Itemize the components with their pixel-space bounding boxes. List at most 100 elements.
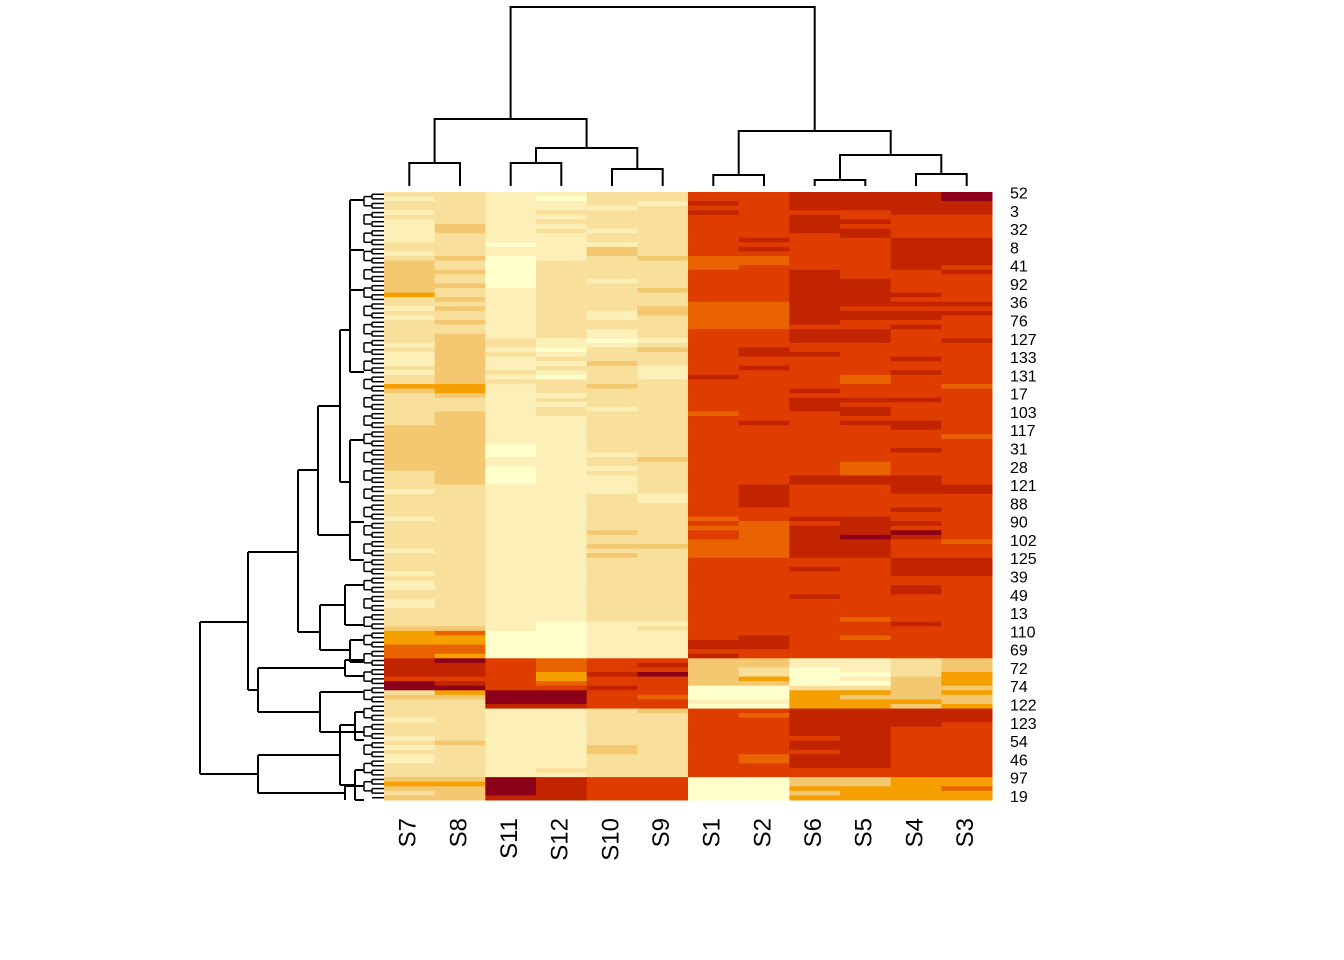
cell [890,726,942,732]
cell [536,740,588,746]
cell [789,658,841,664]
cell [890,557,942,563]
cell [536,205,588,211]
cell [384,384,436,390]
cell [384,201,436,207]
cell [890,425,942,431]
cell [688,708,740,714]
cell [738,333,790,339]
cell [890,502,942,508]
cell [840,594,892,600]
cell [890,516,942,522]
cell [890,356,942,362]
column-label: S6 [800,818,827,847]
cell [738,402,790,408]
cell [688,502,740,508]
cell [384,461,436,467]
cell [637,644,689,650]
cell [890,662,942,668]
cell [637,480,689,486]
cell [738,356,790,362]
cell [688,722,740,728]
cell [586,498,638,504]
cell [434,749,486,755]
cell [688,571,740,577]
cell [890,192,942,198]
cell [738,521,790,527]
cell [637,361,689,367]
cell [434,571,486,577]
cell [738,338,790,344]
cell [485,292,537,298]
cell [434,512,486,518]
cell [789,210,841,216]
cell [434,576,486,582]
row-label: 125 [1010,551,1037,568]
cell [890,448,942,454]
cell [536,402,588,408]
cell [840,557,892,563]
cell [485,534,537,540]
cell [384,612,436,618]
cell [536,370,588,376]
cell [738,745,790,751]
cell [840,754,892,760]
cell [586,694,638,700]
cell [536,713,588,719]
cell [485,205,537,211]
cell [789,411,841,417]
cell [688,621,740,627]
cell [688,393,740,399]
cell [384,580,436,586]
cell [840,736,892,742]
cell [384,544,436,550]
cell [789,224,841,230]
cell [434,269,486,275]
cell [384,548,436,554]
cell [789,562,841,568]
cell [384,438,436,444]
cell [738,795,790,801]
cell [434,406,486,412]
cell [789,333,841,339]
cell [941,681,993,687]
cell [384,356,436,362]
cell [637,681,689,687]
cell [738,667,790,673]
cell [637,466,689,472]
cell [384,539,436,545]
cell [536,324,588,330]
cell [890,475,942,481]
cell [434,539,486,545]
cell [637,224,689,230]
cell [586,237,638,243]
cell [384,562,436,568]
cell [941,548,993,554]
cell [384,566,436,572]
row-label: 92 [1010,277,1028,294]
cell [688,576,740,582]
cell [384,443,436,449]
cell [485,288,537,294]
cell [485,585,537,591]
cell [688,630,740,636]
cell [384,653,436,659]
cell [485,612,537,618]
cell [586,672,638,678]
cell [586,749,638,755]
cell [434,530,486,536]
cell [485,420,537,426]
cell [941,525,993,531]
cell [941,310,993,316]
cell [789,448,841,454]
row-label: 76 [1010,314,1028,331]
cell [434,333,486,339]
cell [941,667,993,673]
cell [789,763,841,769]
cell [789,740,841,746]
cell [688,388,740,394]
cell [840,297,892,303]
cell [789,548,841,554]
cell [688,649,740,655]
cell [840,790,892,796]
